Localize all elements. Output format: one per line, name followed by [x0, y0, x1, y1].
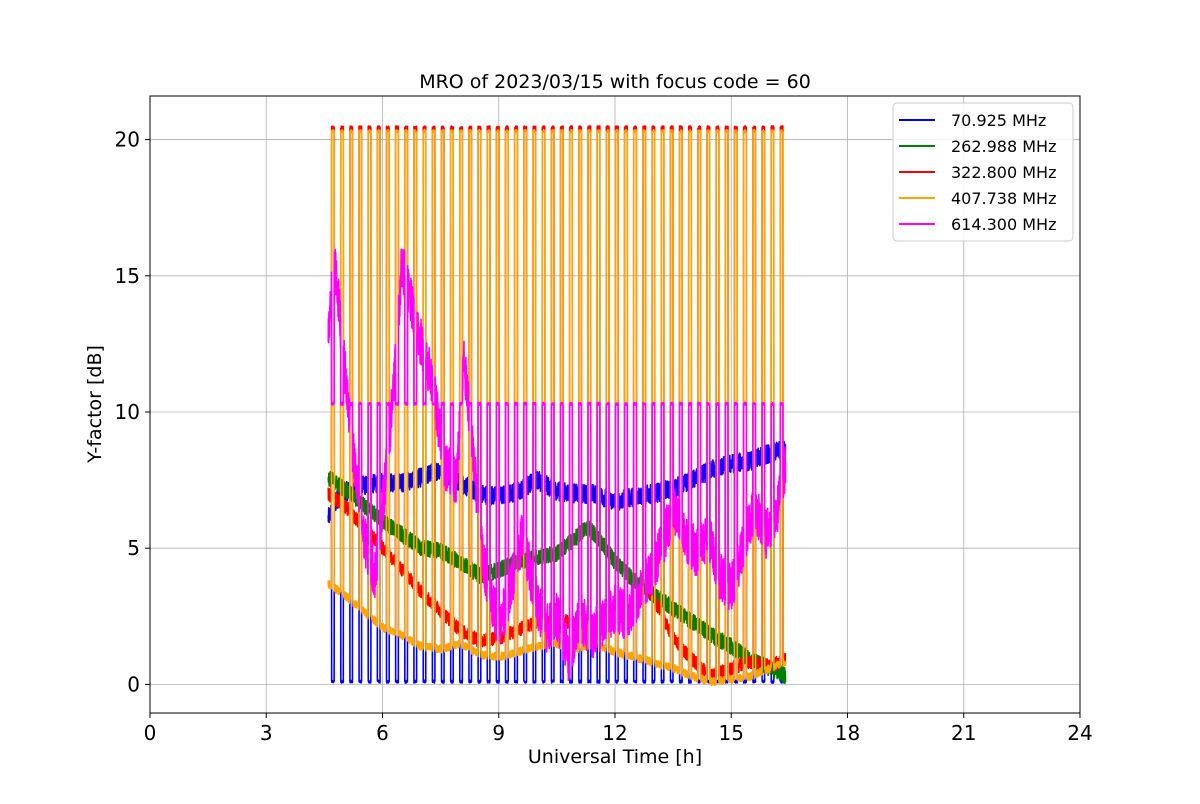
series-line-3 [327, 129, 787, 687]
y-tick-label: 10 [115, 400, 140, 424]
x-axis-label: Universal Time [h] [528, 746, 702, 768]
axis-ticks: 0 3 6 9 12 15 18 21 24 0 5 10 15 20 [115, 128, 1093, 745]
y-axis-label: Y-factor [dB] [84, 345, 106, 464]
x-tick-label: 9 [492, 721, 505, 745]
x-tick-label: 6 [376, 721, 389, 745]
legend-label-0: 70.925 MHz [951, 111, 1046, 130]
chart-title: MRO of 2023/03/15 with focus code = 60 [419, 71, 811, 93]
y-tick-label: 0 [127, 672, 140, 696]
series-layer [327, 125, 787, 687]
x-tick-label: 15 [719, 721, 744, 745]
y-tick-label: 5 [127, 536, 140, 560]
legend-label-2: 322.800 MHz [951, 163, 1056, 182]
x-tick-label: 12 [602, 721, 627, 745]
x-tick-label: 21 [951, 721, 976, 745]
x-tick-label: 18 [835, 721, 860, 745]
x-tick-label: 3 [260, 721, 273, 745]
y-tick-label: 15 [115, 264, 140, 288]
legend-label-1: 262.988 MHz [951, 137, 1056, 156]
x-tick-label: 24 [1067, 721, 1092, 745]
x-tick-label: 0 [144, 721, 157, 745]
legend-label-3: 407.738 MHz [951, 189, 1056, 208]
legend: 70.925 MHz 262.988 MHz 322.800 MHz 407.738 … [892, 102, 1074, 242]
legend-box [892, 102, 1074, 242]
y-tick-label: 20 [115, 128, 140, 152]
series-line-4 [327, 248, 787, 682]
legend-label-4: 614.300 MHz [951, 215, 1056, 234]
